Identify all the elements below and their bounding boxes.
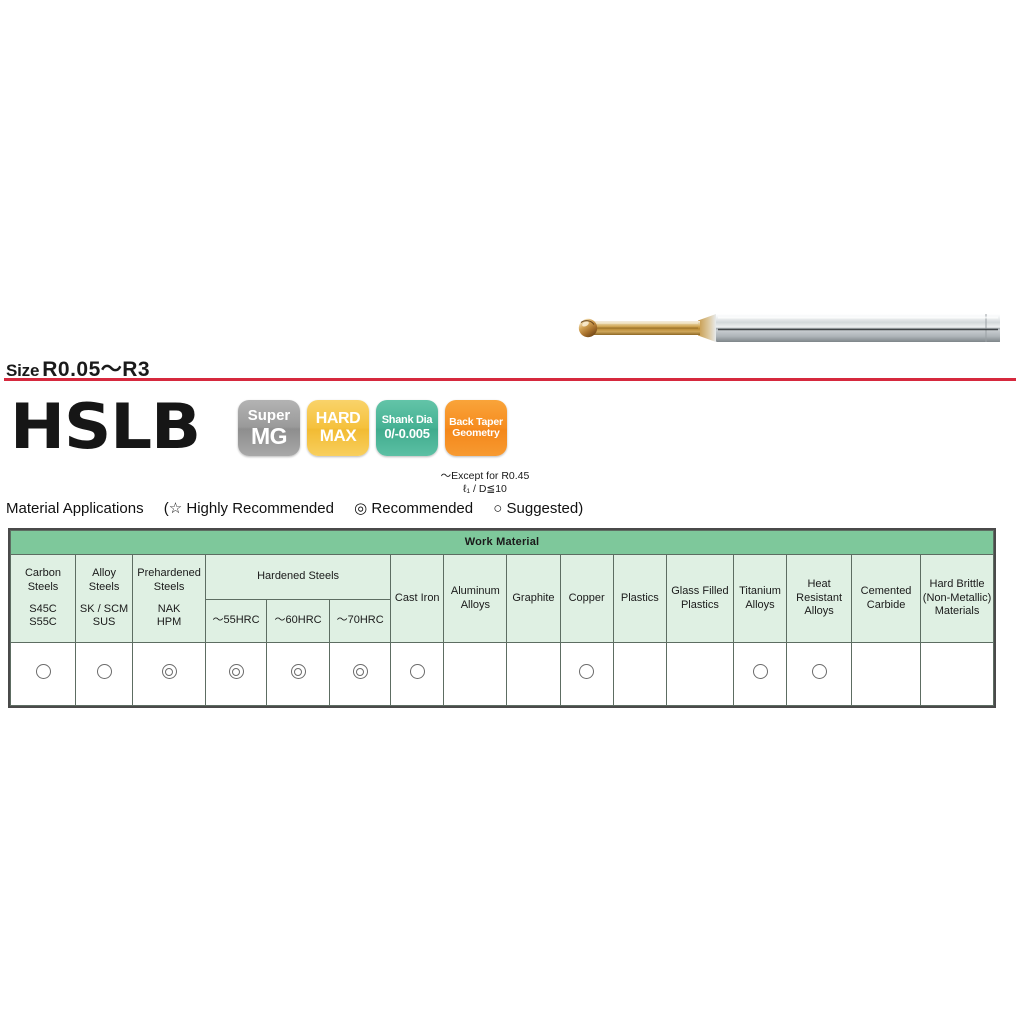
badge-back-taper: Back Taper Geometry	[445, 400, 507, 456]
table-rating-row	[10, 642, 994, 706]
legend-symbol-highly-recommended: ☆	[168, 500, 183, 517]
legend-label-suggested: Suggested	[506, 500, 579, 517]
rating-cell	[132, 642, 206, 706]
recommended-mark-icon	[228, 664, 244, 680]
column-header-glass-filled-plastics: Glass Filled Plastics	[665, 554, 734, 643]
column-header-graphite: Graphite	[506, 554, 561, 643]
column-header-heat-resistant-alloys: Heat Resistant Alloys	[786, 554, 853, 643]
rating-cell	[266, 642, 331, 706]
rating-cell	[920, 642, 994, 706]
legend-symbol-recommended: ◎	[354, 500, 368, 517]
size-label: Size	[6, 361, 40, 380]
column-header-aluminum-alloys: Aluminum Alloys	[443, 554, 508, 643]
suggested-mark-icon	[409, 664, 425, 680]
suggested-mark-icon	[96, 664, 112, 680]
column-group-header-hardened-steels: Hardened Steels	[204, 554, 392, 600]
badge-hard-max: HARD MAX	[307, 400, 369, 456]
column-header-main: Hard Brittle (Non-Metallic) Materials	[922, 578, 992, 618]
column-header-copper: Copper	[559, 554, 614, 643]
suggested-mark-icon	[579, 664, 595, 680]
rating-cell	[786, 642, 853, 706]
rating-cell	[506, 642, 561, 706]
badge-hard-max-line2: MAX	[319, 426, 357, 446]
rating-cell	[329, 642, 392, 706]
column-header-hard-brittle-non-metallic-materials: Hard Brittle (Non-Metallic) Materials	[920, 554, 994, 643]
column-header-main: Aluminum Alloys	[450, 585, 500, 611]
suggested-mark-icon	[35, 664, 51, 680]
tool-product-image	[548, 300, 1000, 356]
rating-cell	[443, 642, 508, 706]
column-header-main: Cemented Carbide	[860, 585, 912, 611]
column-header-main: Copper	[568, 591, 605, 604]
legend-close-paren: )	[578, 500, 584, 517]
legend-label-recommended: Recommended	[371, 500, 474, 517]
legend-open-paren: (	[163, 500, 169, 517]
work-material-table: Work Material Carbon Steels S45C S55C Alloy S…	[8, 528, 996, 708]
recommended-mark-icon	[290, 664, 306, 680]
size-heading: Size R0.05〜R3	[6, 353, 150, 383]
badge-footnote-line1: 〜Except for R0.45	[440, 470, 530, 482]
badge-shank-dia-line2: 0/-0.005	[384, 425, 430, 441]
column-header-cast-iron: Cast Iron	[390, 554, 445, 643]
badge-footnote: 〜Except for R0.45 ℓ₁ / D≦10	[420, 470, 550, 496]
badge-hard-max-line1: HARD	[315, 409, 361, 427]
table-banner-row: Work Material	[10, 530, 994, 555]
column-header-carbon-steels: Carbon Steels S45C S55C	[10, 554, 76, 643]
badge-super-mg: Super MG	[238, 400, 300, 456]
badge-back-taper-line2: Geometry	[452, 427, 500, 439]
legend-symbol-suggested: ○	[493, 500, 503, 517]
red-divider-rule	[4, 378, 1016, 381]
column-header-prehardened-steels: Prehardened Steels NAK HPM	[132, 554, 206, 643]
legend-title: Material Applications	[6, 500, 144, 517]
column-header-main: Prehardened Steels	[137, 567, 201, 593]
rating-cell	[559, 642, 614, 706]
rating-cell	[732, 642, 788, 706]
recommended-mark-icon	[352, 664, 368, 680]
suggested-mark-icon	[811, 664, 827, 680]
recommended-mark-icon	[161, 664, 177, 680]
column-header-main: Carbon Steels	[24, 567, 62, 593]
column-header-alloy-steels: Alloy Steels SK / SCM SUS	[74, 554, 134, 643]
brand-band: HSLB Super MG HARD MAX Shank Dia 0/-0.00…	[0, 386, 1024, 498]
column-subheader-60hrc: 〜60HRC	[266, 599, 331, 643]
column-subheader-55hrc: 〜55HRC	[204, 599, 268, 643]
rating-cell	[851, 642, 922, 706]
column-header-main: Plastics	[620, 591, 659, 604]
column-header-sub: NAK HPM	[156, 603, 182, 629]
rating-cell	[204, 642, 268, 706]
column-header-main: Titanium Alloys	[739, 585, 781, 611]
column-header-cemented-carbide: Cemented Carbide	[851, 554, 922, 643]
suggested-mark-icon	[752, 664, 768, 680]
rating-cell	[665, 642, 734, 706]
column-header-main: Heat Resistant Alloys	[796, 578, 843, 618]
column-subheader-70hrc: 〜70HRC	[329, 599, 392, 643]
badge-shank-dia: Shank Dia 0/-0.005	[376, 400, 438, 456]
column-header-sub: S45C S55C	[29, 603, 57, 629]
badge-footnote-line2: ℓ₁ / D≦10	[463, 483, 507, 496]
badge-super-mg-line1: Super	[247, 407, 291, 425]
rating-cell	[390, 642, 445, 706]
column-header-main: Graphite	[512, 591, 555, 604]
column-header-plastics: Plastics	[612, 554, 667, 643]
rating-cell	[10, 642, 76, 706]
table-header-row-sub: 〜55HRC 〜60HRC 〜70HRC	[11, 599, 994, 643]
rating-cell	[612, 642, 667, 706]
badge-shank-dia-line1: Shank Dia	[381, 414, 433, 427]
rating-cell	[74, 642, 134, 706]
column-header-main: Alloy Steels	[88, 567, 120, 593]
column-header-main: Glass Filled Plastics	[671, 585, 729, 611]
column-header-sub: SK / SCM SUS	[79, 603, 129, 629]
column-header-main: Cast Iron	[394, 591, 440, 604]
table-header-row-top: Carbon Steels S45C S55C Alloy Steels SK / SCM S…	[10, 554, 994, 643]
material-applications-legend: Material Applications (☆ Highly Recommen…	[6, 499, 583, 517]
legend-label-highly-recommended: Highly Recommended	[186, 500, 334, 517]
work-material-banner: Work Material	[10, 530, 994, 555]
badge-super-mg-line2: MG	[250, 422, 288, 449]
size-value: R0.05〜R3	[42, 358, 151, 381]
column-header-titanium-alloys: Titanium Alloys	[732, 554, 788, 643]
badge-back-taper-line1: Back Taper	[449, 415, 503, 428]
brand-logo: HSLB	[10, 390, 201, 463]
